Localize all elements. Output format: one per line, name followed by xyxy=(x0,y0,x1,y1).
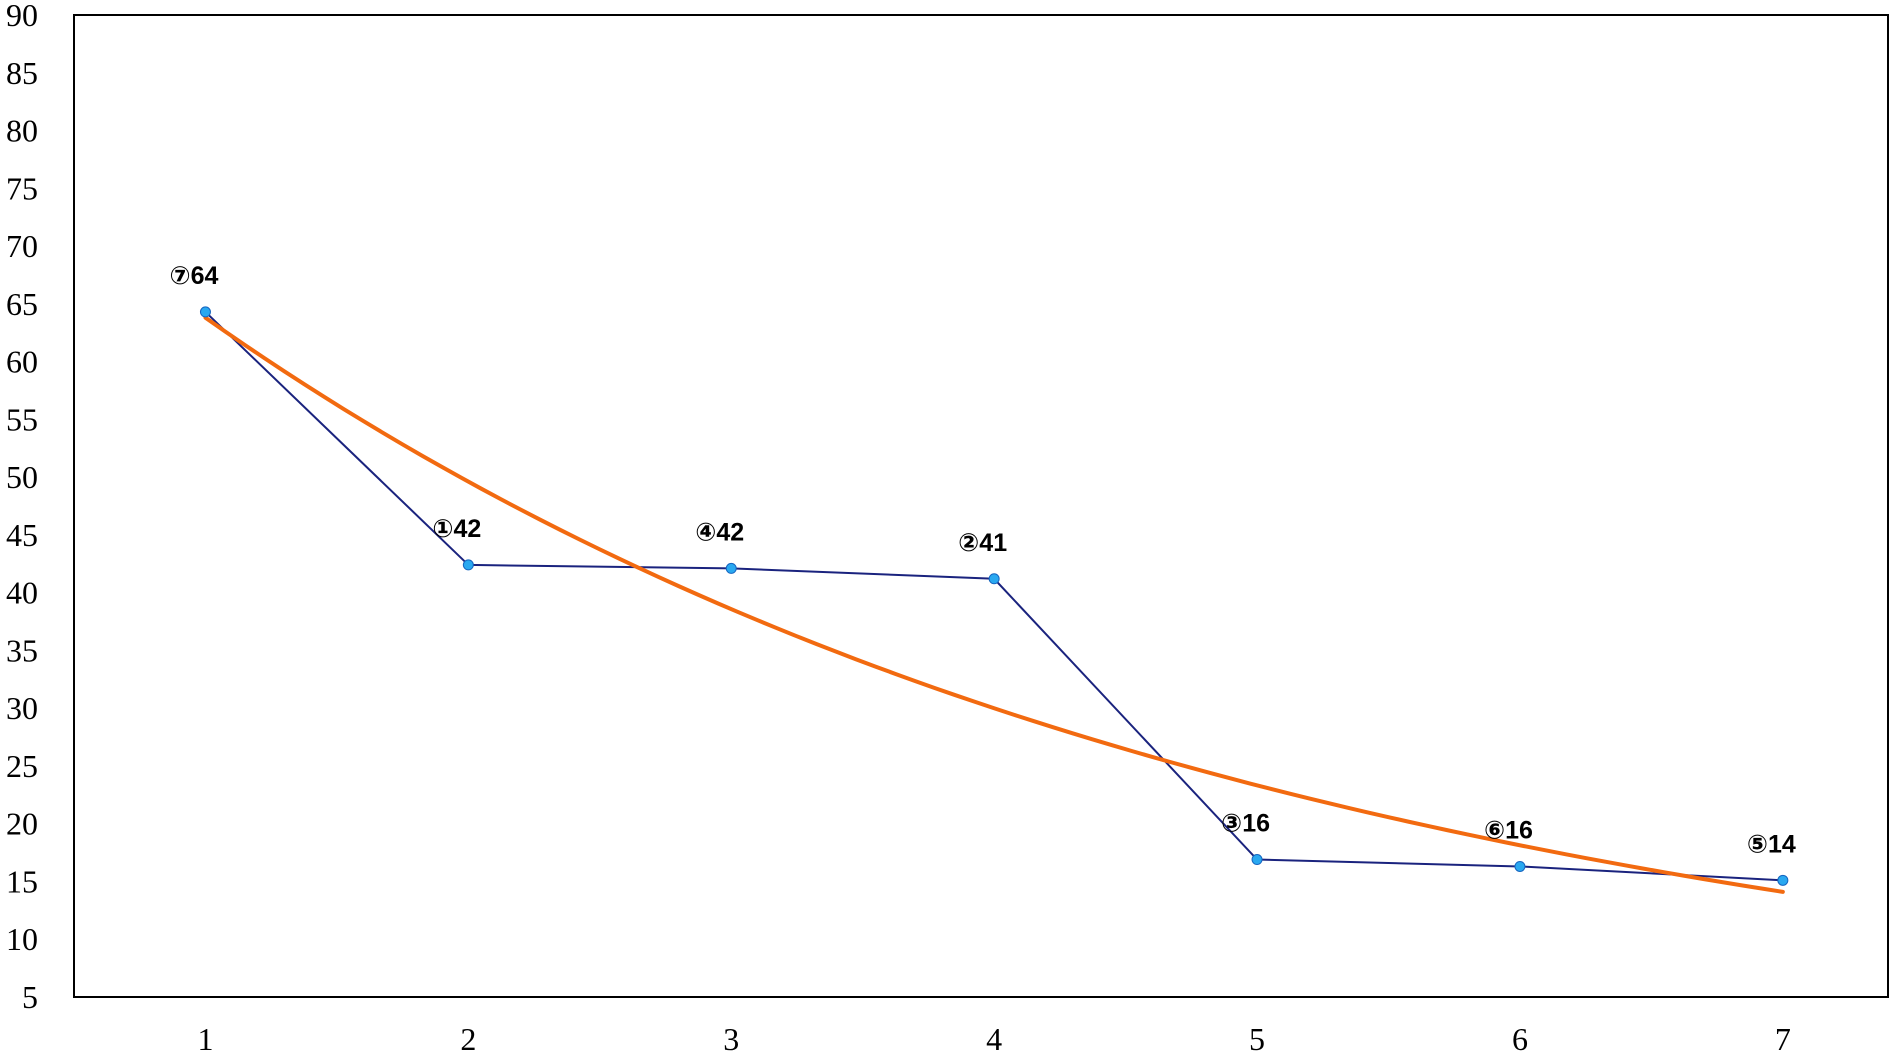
x-tick-label: 2 xyxy=(460,1021,476,1057)
data-point-marker xyxy=(989,574,999,584)
data-label: ⑥16 xyxy=(1484,816,1533,844)
data-label: ③16 xyxy=(1221,810,1270,838)
y-tick-label: 45 xyxy=(6,517,38,553)
y-tick-label: 85 xyxy=(6,55,38,91)
y-tick-label: 80 xyxy=(6,113,38,149)
data-point-marker xyxy=(726,563,736,573)
y-tick-label: 60 xyxy=(6,344,38,380)
x-tick-label: 7 xyxy=(1775,1021,1791,1057)
data-point-marker xyxy=(1515,861,1525,871)
data-point-marker xyxy=(1778,875,1788,885)
x-tick-label: 5 xyxy=(1249,1021,1265,1057)
x-axis: 1 2 3 4 5 6 7 xyxy=(197,1021,1790,1057)
data-label: ②41 xyxy=(958,529,1007,557)
y-tick-label: 75 xyxy=(6,170,38,206)
y-tick-label: 20 xyxy=(6,806,38,842)
y-tick-label: 90 xyxy=(6,0,38,33)
y-tick-label: 65 xyxy=(6,286,38,322)
data-point-marker xyxy=(1252,855,1262,865)
y-tick-label: 70 xyxy=(6,228,38,264)
y-tick-label: 25 xyxy=(6,748,38,784)
y-axis: 5 10 15 20 25 30 35 40 45 50 55 60 65 70 75 80 85 90 xyxy=(6,0,38,1015)
x-tick-label: 1 xyxy=(197,1021,213,1057)
x-tick-label: 3 xyxy=(723,1021,739,1057)
data-point-marker xyxy=(463,560,473,570)
x-tick-label: 4 xyxy=(986,1021,1002,1057)
plot-area xyxy=(74,15,1888,997)
y-tick-label: 5 xyxy=(22,979,38,1015)
y-tick-label: 40 xyxy=(6,575,38,611)
data-label: ①42 xyxy=(432,515,481,543)
data-label: ⑤14 xyxy=(1747,830,1796,858)
y-tick-label: 55 xyxy=(6,401,38,437)
y-tick-label: 10 xyxy=(6,921,38,957)
data-label: ⑦64 xyxy=(169,262,218,290)
y-tick-label: 35 xyxy=(6,632,38,668)
data-label: ④42 xyxy=(695,518,744,546)
data-point-marker xyxy=(200,307,210,317)
y-tick-label: 30 xyxy=(6,690,38,726)
x-tick-label: 6 xyxy=(1512,1021,1528,1057)
y-tick-label: 50 xyxy=(6,459,38,495)
y-tick-label: 15 xyxy=(6,863,38,899)
